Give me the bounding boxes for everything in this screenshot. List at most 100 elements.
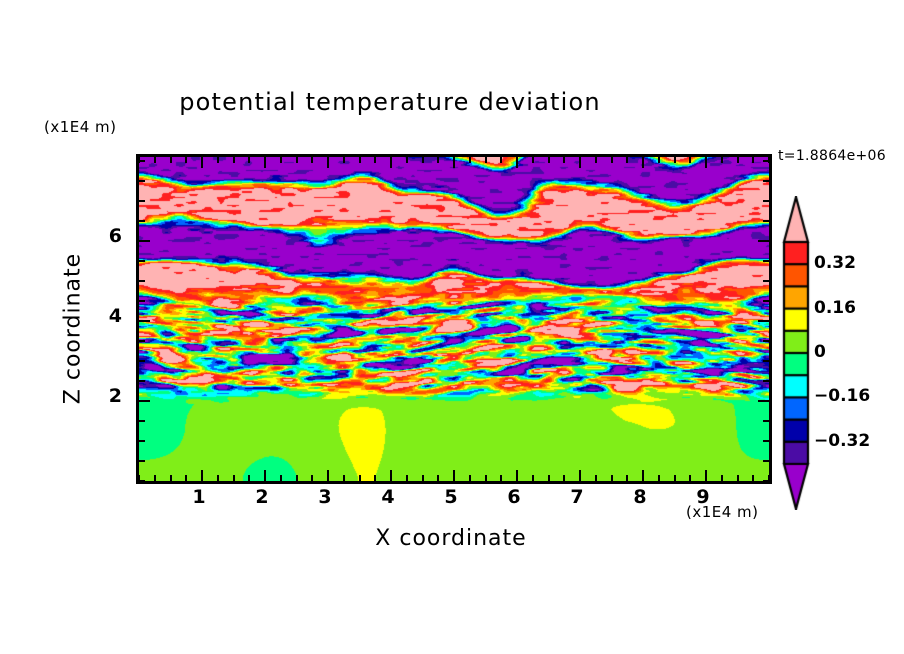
x-axis-tick: [500, 157, 503, 163]
x-axis-tick: [201, 470, 203, 481]
x-tick-label: 1: [192, 486, 206, 508]
y-axis-tick: [763, 220, 769, 222]
y-axis-tick: [139, 200, 145, 202]
x-tick-label: 4: [381, 486, 395, 508]
colorbar-canvas: [781, 196, 811, 510]
y-axis-tick: [763, 260, 769, 262]
colorbar-tick-label: 0.32: [814, 253, 856, 274]
x-axis-tick: [752, 157, 755, 163]
y-axis-tick: [139, 260, 145, 262]
y-tick-label: 6: [108, 225, 122, 247]
x-axis-tick: [516, 470, 518, 481]
y-axis-tick: [139, 440, 145, 442]
x-axis-tick: [327, 157, 329, 168]
x-axis-tick: [516, 157, 518, 168]
y-axis-tick: [139, 160, 145, 162]
y-axis-tick: [763, 180, 769, 182]
x-axis-tick: [421, 475, 424, 481]
x-axis-tick: [642, 470, 644, 481]
x-axis-tick: [720, 475, 723, 481]
x-axis-tick: [295, 475, 298, 481]
x-axis-tick: [342, 475, 345, 481]
x-axis-tick: [594, 475, 597, 481]
x-axis-tick: [342, 157, 345, 163]
y-axis-tick: [139, 360, 145, 362]
colorbar-tick-label: −0.32: [814, 430, 871, 451]
x-tick-label: 6: [507, 486, 521, 508]
x-axis-tick: [752, 475, 755, 481]
time-stamp-label: t=1.8864e+06: [778, 148, 886, 164]
x-axis-tick: [768, 475, 770, 481]
y-axis-tick: [758, 320, 769, 322]
y-axis-tick: [763, 420, 769, 422]
y-axis-tick: [139, 340, 145, 342]
x-axis-tick: [169, 157, 172, 163]
x-axis-tick: [390, 470, 392, 481]
x-axis-tick: [705, 157, 707, 168]
x-tick-label: 2: [255, 486, 269, 508]
x-axis-tick: [484, 475, 487, 481]
colorbar: [781, 196, 811, 510]
x-axis-tick: [547, 157, 550, 163]
x-axis-tick: [579, 470, 581, 481]
y-axis-tick: [758, 240, 769, 242]
x-axis-tick: [216, 157, 219, 163]
x-axis-tick: [185, 475, 188, 481]
x-axis-tick: [468, 157, 471, 163]
y-axis-tick: [763, 480, 769, 482]
colorbar-tick-label: −0.16: [814, 386, 871, 407]
y-axis-tick: [763, 460, 769, 462]
x-tick-label: 7: [570, 486, 584, 508]
x-axis-tick: [626, 475, 629, 481]
x-axis-units-label: (x1E4 m): [686, 503, 759, 521]
x-axis-tick: [610, 157, 613, 163]
x-tick-label: 3: [318, 486, 332, 508]
y-axis-tick: [139, 420, 145, 422]
x-axis-tick: [327, 470, 329, 481]
x-axis-tick: [138, 475, 140, 481]
x-axis-tick: [579, 157, 581, 168]
page-title: potential temperature deviation: [179, 88, 601, 116]
x-axis-tick: [689, 475, 692, 481]
x-axis-tick: [437, 475, 440, 481]
x-axis-tick: [673, 157, 676, 163]
x-axis-tick: [610, 475, 613, 481]
x-axis-title: X coordinate: [375, 526, 527, 551]
x-axis-tick: [484, 157, 487, 163]
y-axis-tick: [139, 220, 145, 222]
x-axis-tick: [279, 157, 282, 163]
y-axis-tick: [763, 340, 769, 342]
contour-field-canvas: [139, 157, 769, 481]
x-axis-tick: [358, 475, 361, 481]
x-axis-tick: [736, 475, 739, 481]
x-axis-tick: [421, 157, 424, 163]
x-axis-tick: [185, 157, 188, 163]
x-axis-tick: [531, 475, 534, 481]
x-axis-tick: [390, 157, 392, 168]
x-axis-tick: [720, 157, 723, 163]
y-axis-units-label: (x1E4 m): [44, 118, 117, 136]
x-tick-label: 9: [696, 486, 710, 508]
plot-area: [136, 154, 772, 484]
x-axis-tick: [405, 475, 408, 481]
y-axis-tick: [139, 300, 145, 302]
x-axis-tick: [705, 470, 707, 481]
x-axis-tick: [311, 475, 314, 481]
y-axis-tick: [763, 300, 769, 302]
x-axis-tick: [358, 157, 361, 163]
x-axis-tick: [594, 157, 597, 163]
y-axis-tick: [763, 160, 769, 162]
y-axis-tick: [763, 380, 769, 382]
x-axis-tick: [153, 475, 156, 481]
x-axis-tick: [264, 157, 266, 168]
y-axis-tick: [139, 400, 150, 402]
x-axis-tick: [169, 475, 172, 481]
x-axis-tick: [500, 475, 503, 481]
x-tick-label: 8: [633, 486, 647, 508]
x-axis-tick: [626, 157, 629, 163]
y-axis-tick: [763, 280, 769, 282]
y-axis-tick: [139, 240, 150, 242]
x-axis-tick: [232, 157, 235, 163]
x-axis-tick: [657, 475, 660, 481]
y-axis-tick: [139, 480, 145, 482]
